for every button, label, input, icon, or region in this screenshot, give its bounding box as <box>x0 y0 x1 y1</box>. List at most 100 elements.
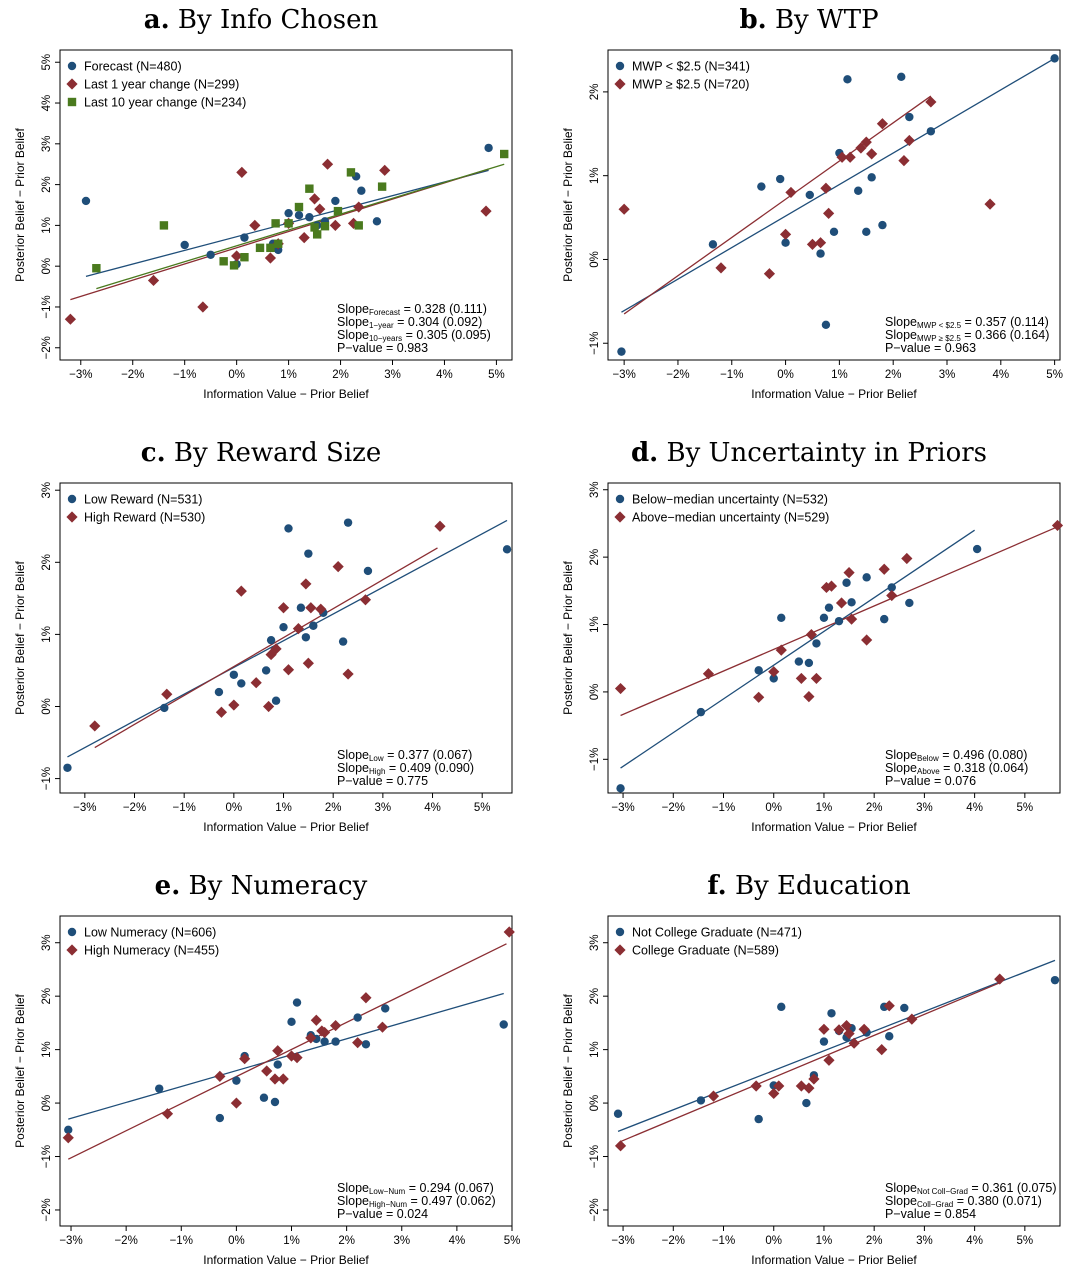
x-tick-label: 5% <box>1046 369 1063 381</box>
data-point <box>616 784 625 793</box>
y-tick-label: 1% <box>41 1041 53 1058</box>
panel-title-text: By Education <box>734 871 911 901</box>
y-tick-label: 1% <box>41 626 53 643</box>
x-tick-label: 3% <box>375 802 392 814</box>
data-point <box>614 1140 627 1152</box>
x-tick-label: 2% <box>325 802 342 814</box>
x-tick-label: 2% <box>866 802 883 814</box>
data-point <box>876 118 889 130</box>
data-point <box>285 1050 298 1062</box>
y-axis-label: Posterior Belief − Prior Belief <box>561 560 575 714</box>
data-point <box>1050 54 1059 63</box>
plot-frame <box>59 49 513 361</box>
data-point <box>292 998 302 1007</box>
data-point <box>298 232 310 244</box>
data-point <box>825 580 838 592</box>
x-tick-label: 1% <box>275 802 292 814</box>
plot-frame <box>607 482 1061 794</box>
data-point <box>484 143 493 153</box>
data-point <box>848 1037 860 1049</box>
data-point <box>376 1021 389 1033</box>
data-point <box>823 1054 835 1066</box>
data-point <box>266 635 276 645</box>
data-point <box>810 672 823 685</box>
fit-line <box>623 95 932 315</box>
y-tick-label: −2% <box>589 1198 601 1221</box>
fit-line <box>620 529 975 769</box>
data-point <box>161 688 173 700</box>
slope-annotation: P−value = 0.854 <box>885 1207 976 1221</box>
data-point <box>237 679 246 688</box>
data-point <box>866 148 878 160</box>
slope-annotation: SlopeLow−Num = 0.294 (0.067) <box>337 1181 494 1196</box>
data-point <box>342 668 354 680</box>
data-point <box>261 1065 273 1077</box>
data-point <box>292 623 305 635</box>
data-point <box>81 196 91 206</box>
data-point <box>331 1037 340 1046</box>
panel-title: e. By Numeracy <box>0 866 522 906</box>
slope-annotation: SlopeAbove = 0.318 (0.064) <box>885 761 1028 776</box>
x-tick-label: −1% <box>170 1235 193 1247</box>
x-tick-label: 1% <box>831 369 848 381</box>
data-point <box>883 1000 895 1012</box>
panel-title: d. By Uncertainty in Priors <box>548 433 1070 473</box>
data-point <box>284 208 293 218</box>
data-point <box>312 230 322 239</box>
data-point <box>240 253 249 262</box>
legend-label: Forecast (N=480) <box>84 60 182 74</box>
y-tick-label: −1% <box>41 767 53 790</box>
legend-marker <box>614 511 626 523</box>
chart-svg: −3% −2% −1% 0% 1% 2% 3% 4% 5% −2% −1% 0% 1% 2% 3% Infor… <box>561 915 1061 1267</box>
data-point <box>265 648 277 661</box>
data-point <box>294 210 304 220</box>
slope-annotation: P−value = 0.024 <box>337 1207 428 1221</box>
x-tick-label: 3% <box>939 369 956 381</box>
data-point <box>829 227 839 237</box>
data-point <box>502 545 512 554</box>
legend-marker <box>615 61 625 71</box>
legend-marker <box>66 511 78 523</box>
panel-title: b. By WTP <box>548 0 1070 40</box>
data-point <box>379 164 391 176</box>
data-point <box>277 1073 289 1085</box>
y-tick-label: 2% <box>41 554 53 571</box>
y-tick-label: −1% <box>41 295 53 318</box>
legend-marker <box>67 494 77 504</box>
data-point <box>250 677 262 689</box>
slope-annotation: P−value = 0.076 <box>885 774 976 788</box>
fit-line <box>67 519 508 758</box>
plot-frame <box>607 915 1061 1227</box>
x-tick-label: 0% <box>226 802 243 814</box>
data-point <box>886 589 898 602</box>
legend-marker <box>614 78 626 90</box>
x-tick-label: −1% <box>720 369 743 381</box>
data-point <box>500 149 509 159</box>
data-point <box>343 518 353 527</box>
y-tick-label: 3% <box>41 482 53 499</box>
data-point <box>503 926 515 938</box>
data-point <box>750 1080 762 1092</box>
legend-label: High Numeracy (N=455) <box>84 944 219 958</box>
data-point <box>803 691 815 703</box>
data-point <box>862 573 871 582</box>
slope-annotation: SlopeLow = 0.377 (0.067) <box>337 748 472 763</box>
y-tick-label: 0% <box>41 1095 53 1112</box>
series-points <box>613 975 1060 1124</box>
data-point <box>785 186 797 199</box>
x-tick-label: −3% <box>69 369 92 381</box>
y-tick-label: 3% <box>589 934 601 951</box>
panel-title: a. By Info Chosen <box>0 0 522 40</box>
data-point <box>696 1096 706 1105</box>
x-tick-label: 0% <box>777 369 794 381</box>
data-point <box>310 1014 322 1026</box>
data-point <box>903 134 915 147</box>
y-tick-label: 0% <box>41 258 53 275</box>
x-tick-label: 5% <box>504 1235 521 1247</box>
y-tick-label: 0% <box>589 684 601 701</box>
slope-annotation: SlopeForecast = 0.328 (0.111) <box>337 302 487 317</box>
data-point <box>708 240 718 249</box>
y-tick-label: 0% <box>589 1095 601 1112</box>
data-point <box>235 585 247 597</box>
data-point <box>905 112 914 122</box>
